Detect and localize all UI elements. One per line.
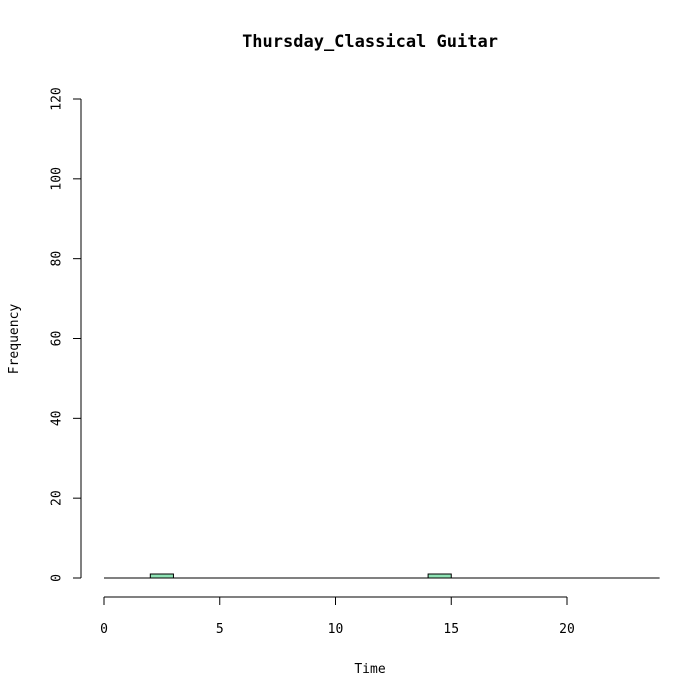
y-tick-label-120: 120 [50,87,65,110]
y-tick-label-0: 0 [50,574,65,582]
x-tick-label-5: 5 [216,622,224,637]
y-tick-label-40: 40 [50,411,65,427]
y-axis: 0 20 40 60 80 100 120 [50,87,82,582]
x-tick-label-20: 20 [559,622,575,637]
y-tick-label-20: 20 [50,490,65,506]
x-tick-label-10: 10 [328,622,344,637]
chart-title: Thursday_Classical Guitar [242,32,498,52]
x-tick-label-0: 0 [100,622,108,637]
histogram-bar-2 [149,573,174,579]
y-tick-label-60: 60 [50,331,65,347]
x-tick-label-15: 15 [443,622,459,637]
x-axis-label: Time [354,662,385,677]
histogram-bar-14 [427,573,452,579]
y-axis-label: Frequency [7,304,22,375]
bars-group [104,573,660,579]
y-tick-label-80: 80 [50,251,65,267]
y-tick-label-100: 100 [50,167,65,190]
x-axis: 0 5 10 15 20 [100,596,575,637]
